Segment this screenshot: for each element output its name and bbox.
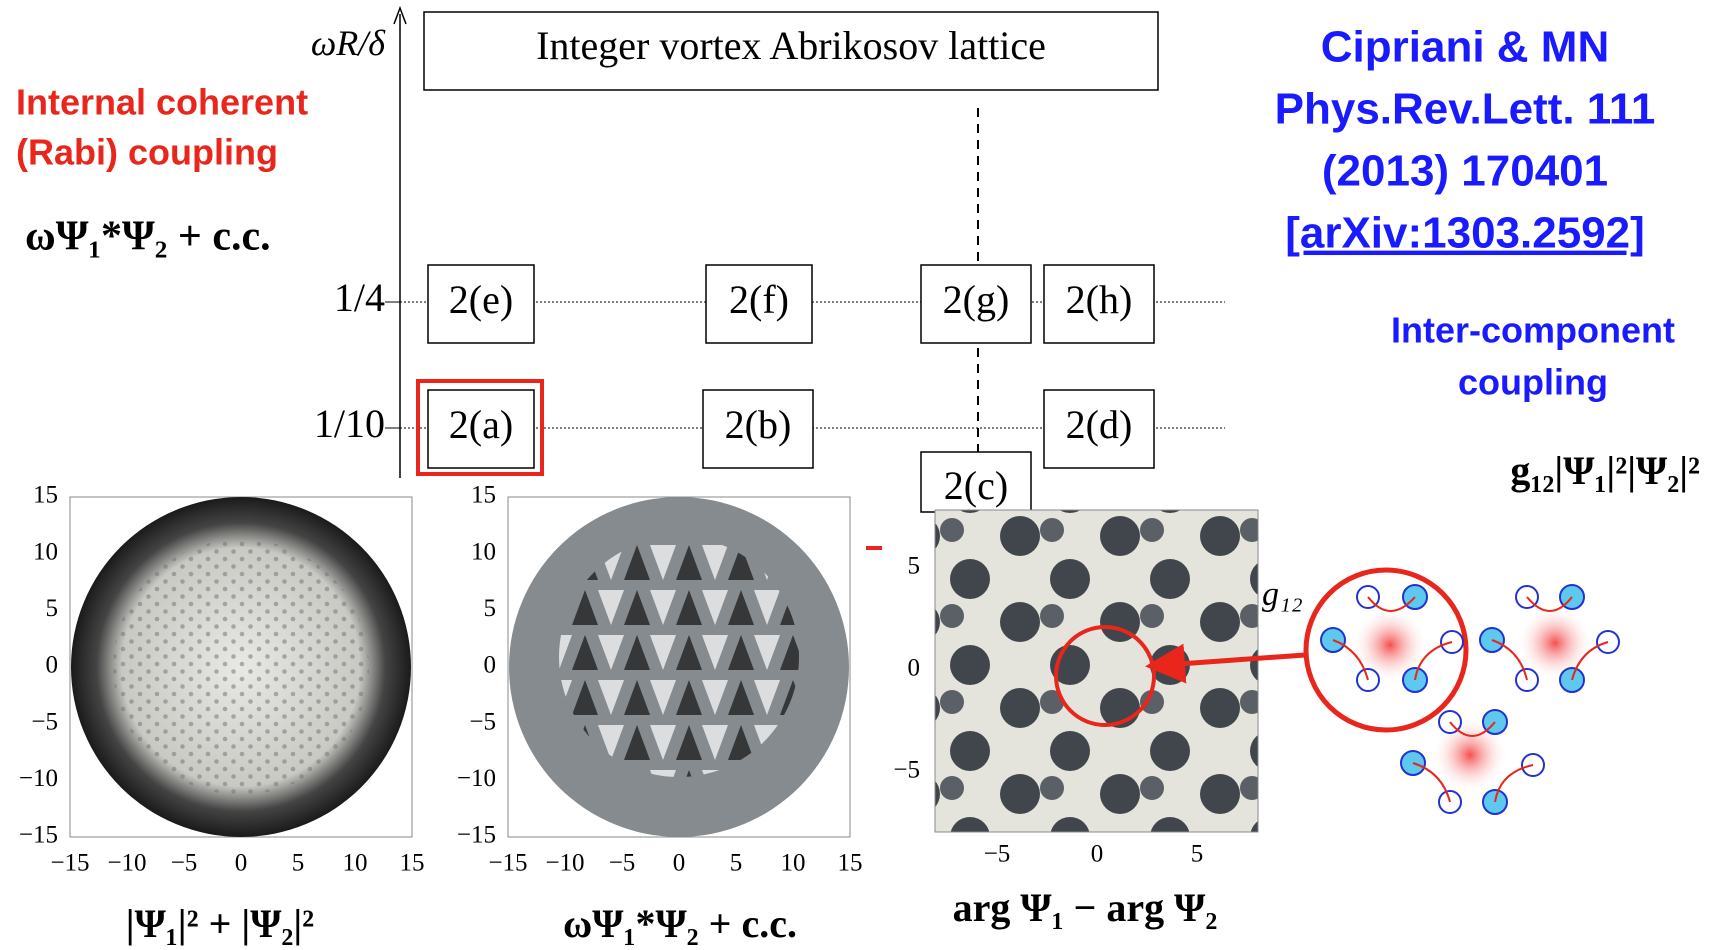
y-tick-label: 5 — [46, 595, 59, 622]
caption: arg Ψ₁ − arg Ψ₂ — [953, 885, 1218, 930]
y-tick-label: 5 — [908, 553, 921, 580]
y-tick-label: −5 — [893, 757, 920, 784]
box-label: 2(f) — [729, 277, 789, 322]
caption: ωΨ₁*Ψ₂ + c.c. — [563, 901, 797, 946]
note-line: coupling — [1458, 362, 1608, 403]
y-tick-label: 10 — [33, 538, 58, 565]
x-tick-label: 15 — [400, 850, 425, 877]
x-tick-label: 15 — [838, 850, 863, 877]
x-tick-label: 10 — [343, 850, 368, 877]
phase-image — [935, 510, 1258, 832]
formula: ωΨ₁*Ψ₂ + c.c. — [25, 214, 271, 260]
box-label: 2(h) — [1066, 277, 1133, 322]
y-tick-label: −5 — [31, 708, 58, 735]
axis-label: ωR/δ — [311, 23, 386, 63]
box-label: 2(b) — [725, 402, 792, 447]
box-label: 2(c) — [944, 463, 1008, 508]
box-label: 2(d) — [1066, 402, 1133, 447]
citation-line: Cipriani & MN — [1321, 23, 1609, 72]
level-label: 1/4 — [334, 275, 385, 320]
note-line: Inter-component — [1391, 310, 1675, 351]
plot-label: g₁₂ — [1262, 576, 1303, 613]
x-tick-label: −5 — [609, 850, 636, 877]
molecule-diagram — [1306, 570, 1619, 814]
note-line: Internal coherent — [16, 82, 308, 123]
y-tick-label: 15 — [33, 482, 58, 509]
formula: g₁₂|Ψ₁|²|Ψ₂|² — [1510, 448, 1700, 493]
x-tick-label: 5 — [1191, 841, 1204, 868]
y-tick-label: −10 — [19, 765, 58, 792]
x-tick-label: 5 — [292, 850, 305, 877]
y-tick-label: 10 — [471, 538, 496, 565]
note-line: (Rabi) coupling — [16, 132, 278, 173]
title: Integer vortex Abrikosov lattice — [536, 23, 1046, 68]
slide: ωR/δ Integer vortex Abrikosov lattice 1/… — [0, 0, 1715, 950]
x-tick-label: 0 — [673, 850, 686, 877]
x-tick-label: −15 — [488, 850, 527, 877]
vortex-lattice — [113, 539, 369, 795]
x-tick-label: −5 — [171, 850, 198, 877]
x-tick-label: −10 — [545, 850, 584, 877]
citation-line: Phys.Rev.Lett. 111 — [1275, 85, 1656, 134]
x-tick-label: −10 — [107, 850, 146, 877]
y-tick-label: 0 — [908, 655, 921, 682]
citation-link[interactable]: [arXiv:1303.2592] — [1285, 209, 1645, 258]
caption: |Ψ₁|² + |Ψ₂|² — [126, 901, 314, 946]
x-tick-label: 10 — [781, 850, 806, 877]
y-tick-label: 0 — [46, 652, 59, 679]
boxes: 2(e) 2(f) 2(g) 2(h) 2(a) 2(b) 2(d) 2(c) — [418, 265, 1154, 512]
y-tick-label: −10 — [457, 765, 496, 792]
level-label: 1/10 — [314, 401, 385, 446]
x-tick-label: 5 — [730, 850, 743, 877]
x-tick-label: −5 — [984, 841, 1011, 868]
y-tick-label: −15 — [457, 822, 496, 849]
y-tick-label: 0 — [484, 652, 497, 679]
citation-line: (2013) 170401 — [1322, 147, 1608, 196]
x-tick-label: 0 — [1091, 841, 1104, 868]
x-tick-label: −15 — [50, 850, 89, 877]
y-tick-label: −5 — [469, 708, 496, 735]
box-label: 2(a) — [449, 402, 513, 447]
marker — [866, 546, 882, 550]
triangle-lattice — [559, 537, 799, 777]
box-label: 2(g) — [943, 277, 1010, 322]
y-tick-label: −15 — [19, 822, 58, 849]
y-tick-label: 5 — [484, 595, 497, 622]
box-label: 2(e) — [449, 277, 513, 322]
y-tick-label: 15 — [471, 482, 496, 509]
x-tick-label: 0 — [235, 850, 248, 877]
